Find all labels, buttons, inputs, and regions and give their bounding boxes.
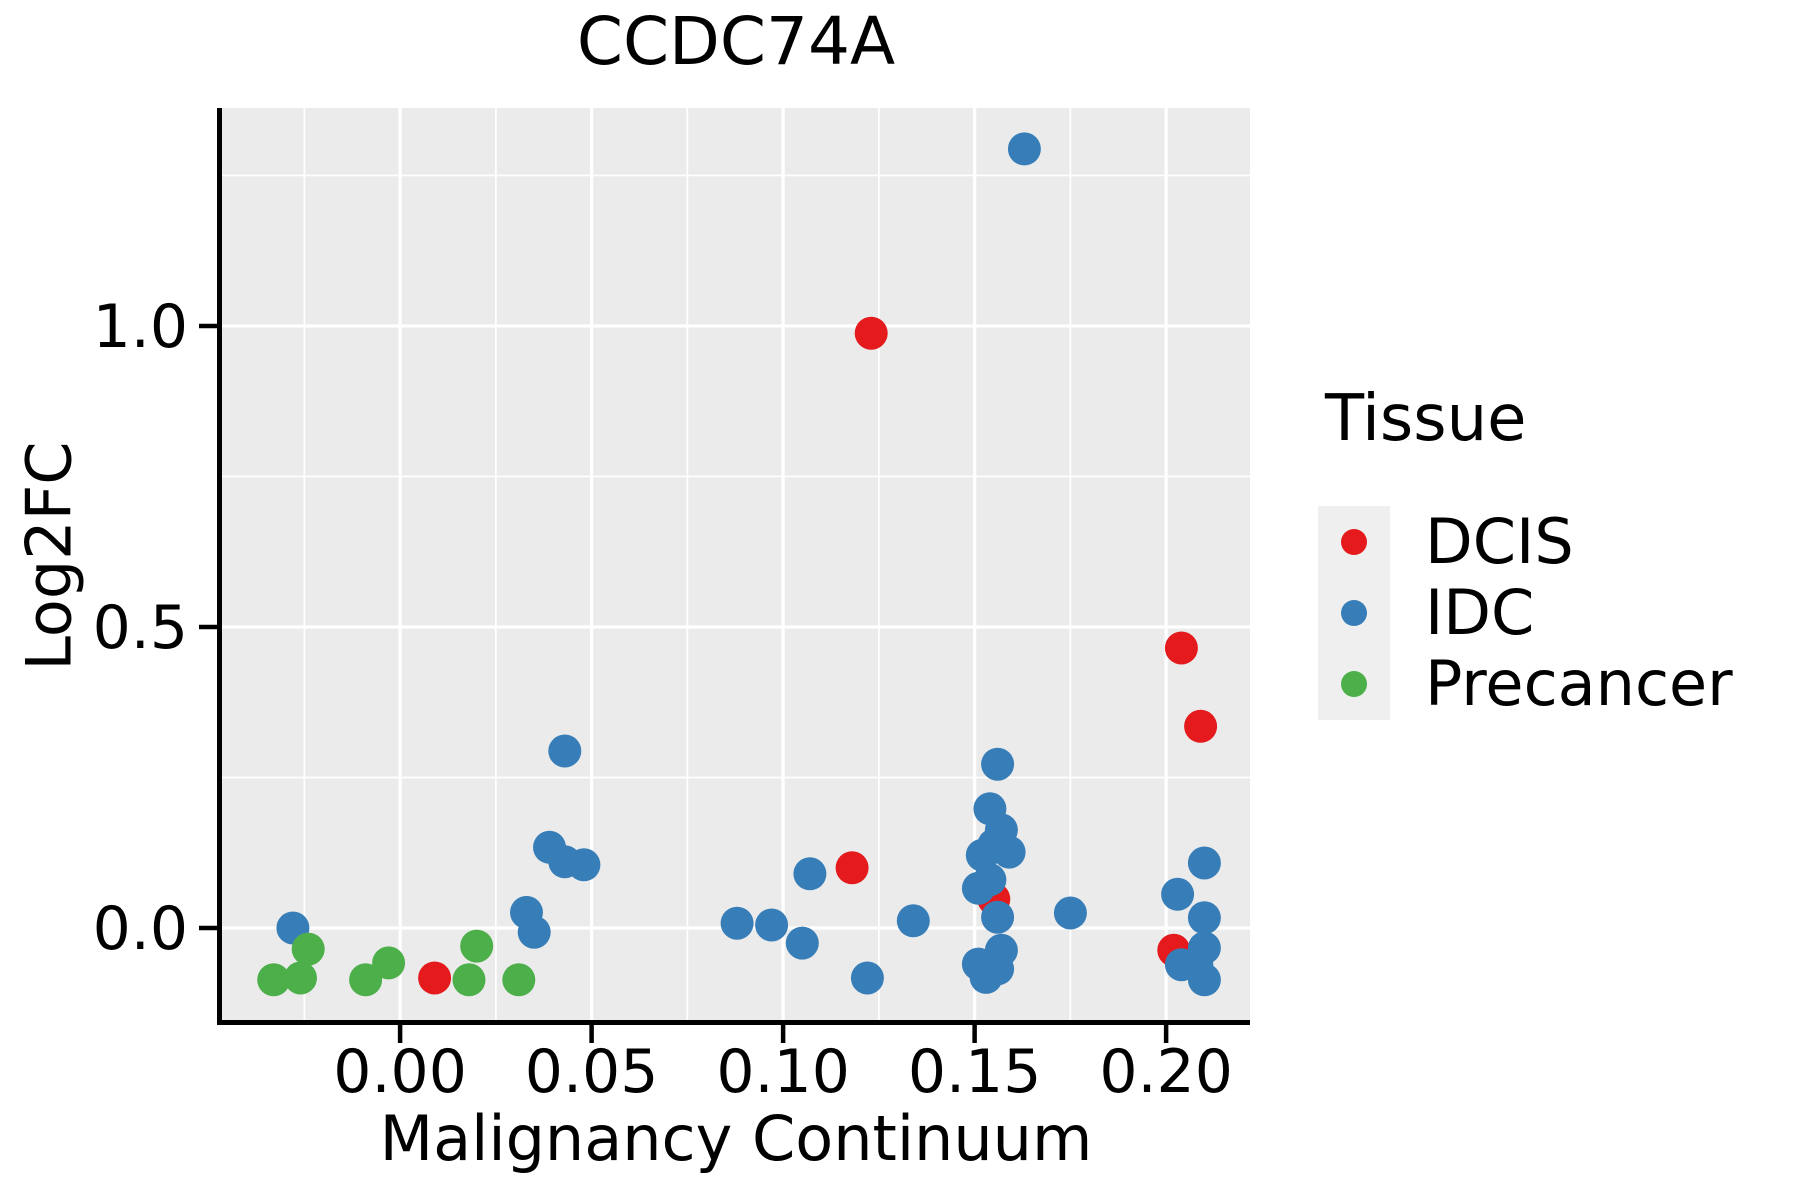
x-tick-label: 0.20 [1099,1037,1233,1107]
data-point-precancer [349,963,383,997]
legend-label: Precancer [1425,647,1733,720]
legend-label: IDC [1425,576,1535,649]
data-point-idc [1187,901,1221,935]
x-tick-label: 0.05 [525,1037,659,1107]
data-point-precancer [372,946,406,980]
legend-item-precancer: Precancer [1318,648,1788,719]
data-point-dcis [1164,631,1198,665]
data-point-dcis [835,851,869,885]
legend: Tissue DCIS IDC Precancer [1318,366,1788,766]
panel-background [222,108,1250,1020]
x-tick-label: 0.15 [908,1037,1042,1107]
data-point-idc [1187,963,1221,997]
legend-label: DCIS [1425,505,1574,578]
y-tick-label: 0.5 [93,593,188,663]
chart-title: CCDC74A [576,3,896,80]
data-point-idc [567,848,601,882]
data-point-dcis [418,961,452,995]
data-point-precancer [291,932,325,966]
data-point-dcis [854,316,888,350]
data-point-idc [1187,846,1221,880]
idc-dot-icon [1341,600,1367,626]
precancer-dot-icon [1341,671,1367,697]
data-point-idc [755,908,789,942]
data-point-idc [850,961,884,995]
data-point-idc [1007,132,1041,166]
data-point-idc [896,904,930,938]
x-tick-label: 0.00 [333,1037,467,1107]
legend-item-idc: IDC [1318,577,1788,648]
data-point-dcis [1184,709,1218,743]
y-tick-label: 1.0 [93,292,188,362]
data-point-idc [981,747,1015,781]
legend-item-dcis: DCIS [1318,506,1788,577]
data-point-precancer [502,963,536,997]
data-point-precancer [460,929,494,963]
data-point-idc [1161,877,1195,911]
data-point-precancer [452,963,486,997]
legend-title: Tissue [1325,382,1527,456]
data-point-idc [720,906,754,940]
data-point-precancer [257,963,291,997]
data-point-precancer [284,961,317,995]
data-point-idc [548,734,582,768]
data-point-idc [992,835,1026,869]
data-point-idc [785,926,819,960]
dcis-dot-icon [1341,529,1367,555]
data-point-idc [517,915,551,949]
data-point-idc [969,960,1003,994]
data-point-idc [1053,896,1087,930]
data-point-idc [961,871,995,905]
data-point-idc [981,900,1015,934]
y-tick-label: 0.0 [93,894,188,964]
x-tick-label: 0.10 [716,1037,850,1107]
x-axis-title: Malignancy Continuum [379,1102,1093,1175]
data-point-idc [793,857,827,891]
